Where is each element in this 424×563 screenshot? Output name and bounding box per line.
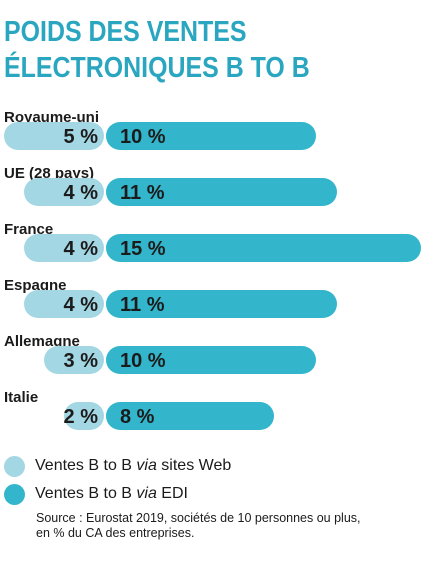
legend-item-edi: Ventes B to B via EDI [4,480,420,508]
bar-edi [106,346,316,374]
bar-edi [106,122,316,150]
source-line1: Source : Eurostat 2019, sociétés de 10 p… [36,511,361,525]
legend-swatch-edi [4,483,25,505]
data-label-web: 2 % [64,406,99,428]
data-label-edi: 11 % [120,294,165,316]
category-label: Allemagne [4,333,80,350]
data-label-web: 3 % [64,350,99,372]
bar-web [24,234,104,262]
bar-edi [106,178,337,206]
chart-title: POIDS DES VENTES ÉLECTRONIQUES B TO B [4,14,362,86]
bar-web [4,122,104,150]
bar-edi [106,234,421,262]
data-label-edi: 10 % [120,126,166,148]
legend: Ventes B to B via sites Web Ventes B to … [4,452,420,508]
legend-label-web: Ventes B to B via sites Web [35,457,232,474]
bar-web [24,290,104,318]
category-label: Royaume-uni [4,109,99,126]
data-label-web: 4 % [64,182,99,204]
legend-swatch-web [4,455,25,477]
data-label-edi: 8 % [120,406,155,428]
chart-title-line2: ÉLECTRONIQUES B TO B [4,52,310,84]
data-label-edi: 10 % [120,350,166,372]
chart-title-line1: POIDS DES VENTES [4,16,247,48]
data-label-edi: 15 % [120,238,166,260]
legend-item-web: Ventes B to B via sites Web [4,452,420,480]
data-label-web: 4 % [64,238,99,260]
bar-edi [106,402,274,430]
source-line2: en % du CA des entreprises. [36,526,195,540]
category-label: Espagne [4,277,67,294]
data-label-web: 5 % [64,126,99,148]
data-label-web: 4 % [64,294,99,316]
bar-web [64,402,104,430]
bar-web [24,178,104,206]
source-note: Source : Eurostat 2019, sociétés de 10 p… [36,511,416,541]
category-label: France [4,221,53,238]
bar-edi [106,290,337,318]
data-label-edi: 11 % [120,182,165,204]
category-label: Italie [4,389,38,406]
bar-web [44,346,104,374]
legend-label-edi: Ventes B to B via EDI [35,485,188,502]
category-label: UE (28 pays) [4,165,94,182]
